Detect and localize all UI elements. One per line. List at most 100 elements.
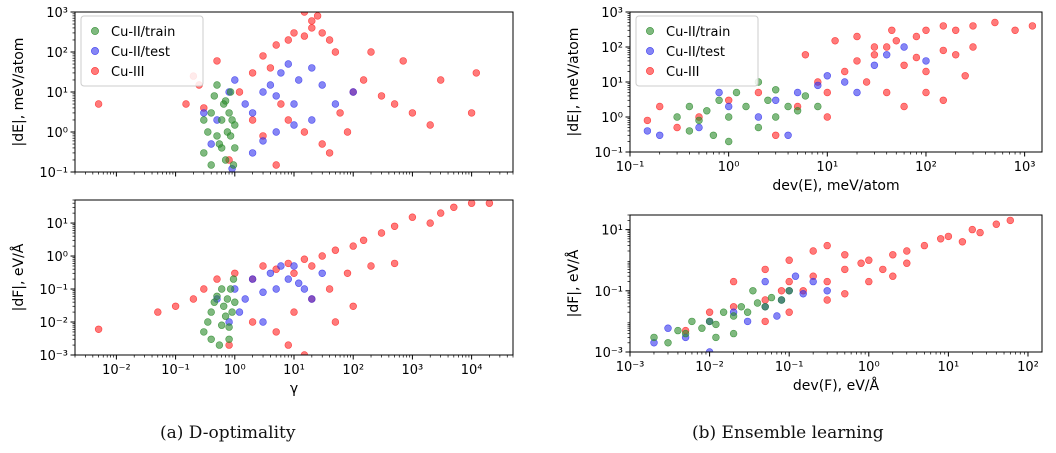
x-tick-label: 10³	[402, 363, 424, 378]
chart-p2: 10⁻² 10⁻¹ 10⁰ 10¹ 10² 10³ 10⁴ 10⁻³ 10⁻² 10⁻¹ 10⁰ 10…	[10, 199, 514, 397]
x-tick-label: 10⁻²	[695, 360, 724, 375]
caption-d-optimality: (a) D-optimality	[160, 423, 296, 443]
data-point	[221, 97, 230, 105]
data-point	[377, 229, 386, 237]
y-tick-label: 10⁰	[46, 250, 68, 265]
data-point	[705, 308, 714, 316]
data-point	[235, 308, 244, 316]
data-point	[922, 57, 930, 65]
axes-frame	[74, 199, 514, 356]
data-point	[485, 200, 494, 207]
caption-ensemble-learning: (b) Ensemble learning	[692, 423, 884, 443]
data-point	[814, 102, 822, 111]
data-point	[705, 317, 714, 326]
data-point	[313, 12, 322, 20]
data-point	[284, 36, 292, 44]
legend-label: Cu-III	[666, 65, 700, 80]
data-point	[944, 232, 953, 241]
x-tick-label: 10⁻²	[102, 363, 131, 378]
legend: Cu-II/train Cu-II/test Cu-III	[80, 15, 204, 87]
data-point	[724, 96, 733, 105]
data-point	[290, 121, 298, 129]
data-point	[761, 317, 769, 326]
legend-marker	[646, 67, 654, 75]
data-point	[879, 265, 887, 274]
data-point	[761, 265, 769, 274]
data-point	[870, 51, 879, 59]
data-point	[235, 88, 244, 96]
data-point	[231, 298, 239, 306]
legend: Cu-II/train Cu-II/test Cu-III	[635, 15, 759, 87]
data-point	[709, 131, 718, 140]
data-point	[685, 102, 694, 111]
data-point	[231, 76, 239, 84]
data-point	[390, 100, 399, 108]
data-point	[650, 333, 658, 342]
data-point	[226, 88, 235, 96]
data-point	[207, 109, 215, 117]
data-point	[94, 325, 103, 333]
x-tick-label: 10²	[915, 160, 937, 175]
data-point	[290, 100, 298, 108]
data-point	[870, 61, 879, 70]
data-point	[207, 140, 215, 148]
data-point	[318, 81, 326, 89]
data-point	[300, 32, 309, 40]
data-point	[171, 302, 180, 310]
data-point	[284, 60, 292, 68]
data-point	[785, 287, 793, 295]
x-tick-label: 10⁻¹	[775, 360, 804, 375]
data-point	[655, 102, 664, 111]
data-point	[308, 24, 316, 32]
data-point	[225, 335, 233, 343]
legend-label: Cu-II/train	[111, 25, 175, 40]
data-point	[349, 302, 357, 310]
data-point	[390, 259, 399, 268]
data-point	[277, 69, 285, 77]
data-point	[228, 308, 236, 316]
legend-label: Cu-III	[111, 65, 145, 80]
data-point	[308, 295, 316, 303]
data-point	[308, 17, 316, 25]
data-point	[784, 131, 792, 140]
data-point	[225, 109, 233, 117]
data-point	[743, 308, 752, 316]
legend-label: Cu-II/test	[666, 45, 725, 60]
data-point	[426, 219, 434, 227]
data-point	[200, 116, 208, 124]
data-point	[213, 57, 221, 65]
data-point	[785, 277, 793, 286]
data-point	[94, 100, 103, 108]
data-point	[685, 127, 694, 135]
data-point	[882, 51, 891, 59]
data-point	[900, 43, 908, 51]
y-tick-label: 10⁰	[601, 111, 623, 126]
data-point	[207, 308, 215, 316]
data-point	[1028, 22, 1037, 30]
data-point	[892, 37, 900, 45]
y-axis-label: |dF|, eV/Å	[565, 249, 582, 317]
y-tick-label: 10⁻¹	[594, 146, 623, 161]
data-point	[308, 116, 316, 124]
y-tick-label: 10³	[601, 6, 623, 21]
data-point	[951, 26, 960, 34]
data-point	[343, 128, 352, 136]
data-point	[969, 22, 977, 30]
data-point	[472, 69, 480, 77]
data-point	[976, 228, 984, 237]
data-point	[226, 132, 235, 140]
data-point	[336, 109, 344, 117]
x-axis-label: dev(F), eV/Å	[793, 377, 880, 394]
data-point	[823, 72, 831, 80]
data-point	[737, 303, 745, 311]
data-point	[259, 52, 267, 60]
y-tick-label: 10⁻³	[39, 349, 68, 364]
data-point	[207, 335, 215, 343]
x-axis-label: dev(E), meV/atom	[772, 178, 899, 194]
data-point	[764, 96, 772, 105]
data-point	[695, 116, 703, 125]
data-point	[467, 200, 476, 207]
data-point	[809, 247, 817, 255]
data-point	[785, 256, 793, 264]
